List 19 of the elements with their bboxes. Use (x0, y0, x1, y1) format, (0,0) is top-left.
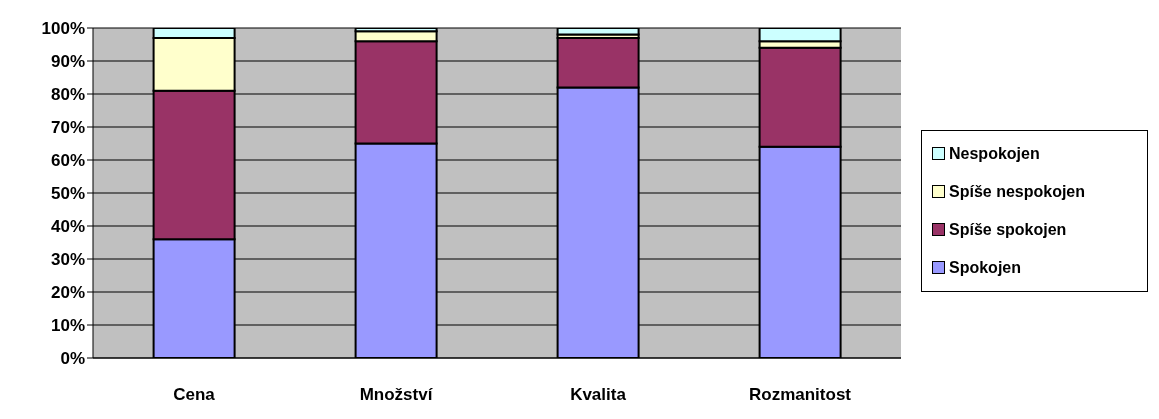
y-tick-label: 0% (60, 349, 85, 369)
y-tick-label: 40% (50, 217, 85, 237)
legend-label: Nespokojen (949, 144, 1040, 163)
y-tick-label: 80% (50, 85, 85, 105)
y-tick-label: 100% (41, 19, 85, 39)
y-tick-label: 20% (50, 283, 85, 303)
y-tick-label: 70% (50, 118, 85, 138)
x-tick-label: Cena (173, 385, 216, 405)
y-tick-label: 60% (50, 151, 85, 171)
x-tick-label: Množství (359, 385, 434, 405)
y-tick-label: 10% (50, 316, 85, 336)
legend-label: Spokojen (949, 258, 1022, 277)
y-tick-label: 50% (50, 184, 85, 204)
x-tick-label: Rozmanitost (749, 385, 852, 405)
legend-label: Spíše nespokojen (949, 182, 1086, 201)
y-tick-label: 30% (50, 250, 85, 270)
x-tick-label: Kvalita (570, 385, 627, 405)
legend-label: Spíše spokojen (949, 220, 1067, 239)
y-tick-label: 90% (50, 52, 85, 72)
